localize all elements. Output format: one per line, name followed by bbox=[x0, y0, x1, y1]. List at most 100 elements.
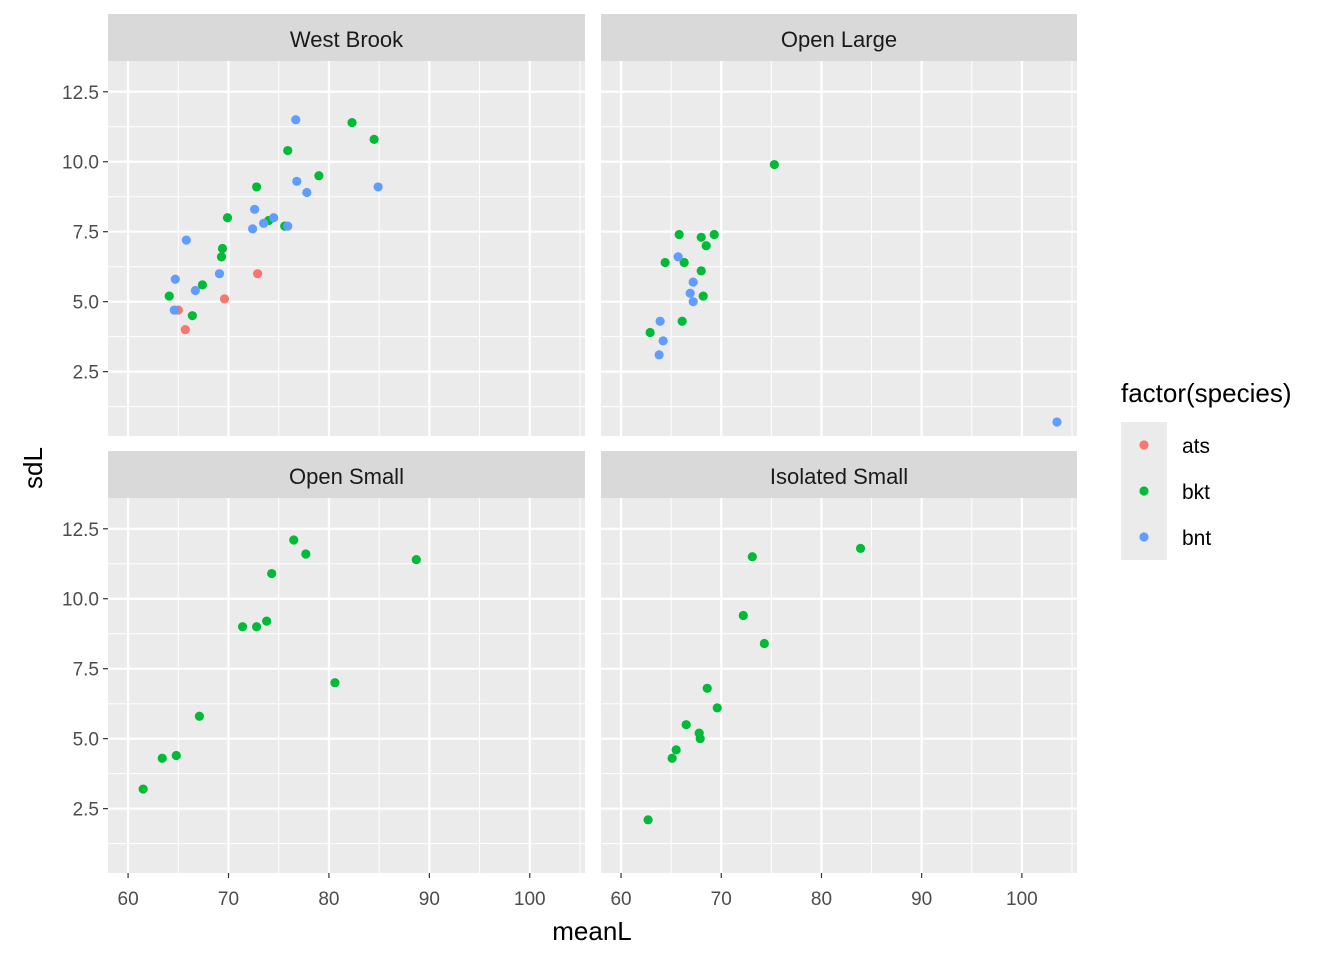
point-bkt bbox=[769, 159, 779, 170]
point-bnt bbox=[1052, 417, 1062, 427]
point-ats bbox=[253, 269, 263, 279]
point-bkt bbox=[138, 784, 148, 794]
point-bkt bbox=[314, 171, 324, 181]
strip-background bbox=[601, 14, 1077, 61]
point-bnt bbox=[292, 176, 302, 186]
point-bkt bbox=[171, 750, 181, 761]
point-bkt bbox=[369, 134, 379, 144]
legend-entries: ats bkt bnt bbox=[1139, 435, 1211, 550]
point-bkt bbox=[674, 229, 684, 240]
point-bnt bbox=[181, 235, 191, 245]
panel-west-brook: West Brook 2.5 5.0 7.5 10.0 12.5 bbox=[62, 14, 585, 436]
point-bkt bbox=[660, 257, 670, 268]
y-tick-label: 12.5 bbox=[62, 83, 99, 104]
x-axis-title: meanL bbox=[552, 916, 632, 946]
plot-background bbox=[601, 498, 1077, 873]
point-bkt bbox=[157, 753, 167, 763]
point-bkt bbox=[712, 703, 722, 713]
strip-background bbox=[601, 451, 1077, 498]
point-bnt bbox=[190, 285, 200, 296]
point-bkt bbox=[679, 257, 689, 268]
point-bkt bbox=[667, 753, 677, 763]
legend-key-bnt bbox=[1139, 532, 1149, 542]
point-bnt bbox=[291, 115, 301, 125]
point-bkt bbox=[301, 549, 311, 559]
x-tick-label: 100 bbox=[514, 889, 546, 910]
point-bnt bbox=[248, 224, 258, 234]
point-bnt bbox=[250, 204, 260, 214]
legend: factor(species) ats bkt bnt bbox=[1121, 378, 1292, 560]
legend-key-bkt bbox=[1139, 486, 1149, 496]
legend-label-bkt: bkt bbox=[1182, 481, 1210, 504]
point-bkt bbox=[671, 745, 681, 755]
point-bkt bbox=[164, 291, 174, 301]
x-tick-label: 80 bbox=[811, 889, 832, 910]
strip-background bbox=[108, 14, 585, 61]
point-bnt bbox=[269, 213, 279, 223]
point-bkt bbox=[702, 683, 712, 693]
point-bkt bbox=[217, 243, 228, 254]
x-tick-label: 90 bbox=[911, 889, 932, 910]
point-ats bbox=[219, 294, 230, 304]
point-bnt bbox=[685, 288, 695, 298]
point-bkt bbox=[216, 252, 227, 262]
panel-isolated-small: Isolated Small 60 70 80 90 100 bbox=[601, 451, 1077, 910]
point-bkt bbox=[709, 229, 719, 240]
point-bkt bbox=[759, 638, 769, 649]
point-bkt bbox=[696, 232, 706, 242]
x-tick-label: 80 bbox=[318, 889, 339, 910]
point-ats bbox=[180, 325, 190, 335]
panel-open-large: Open Large bbox=[601, 14, 1077, 436]
panel-open-small: Open Small 2.5 5.0 7.5 10.0 12.5 60 70 80 90 100 bbox=[62, 451, 585, 910]
point-bkt bbox=[738, 610, 748, 621]
legend-title: factor(species) bbox=[1121, 378, 1292, 408]
point-bkt bbox=[347, 117, 357, 128]
plot-background bbox=[108, 498, 585, 873]
x-tick-label: 70 bbox=[711, 889, 732, 910]
point-bkt bbox=[645, 327, 655, 338]
y-tick-label: 10.0 bbox=[62, 590, 99, 611]
point-bnt bbox=[654, 350, 664, 360]
point-bnt bbox=[673, 252, 683, 262]
strip-label: West Brook bbox=[290, 27, 404, 52]
legend-label-bnt: bnt bbox=[1182, 527, 1211, 550]
strip-label: Isolated Small bbox=[770, 464, 908, 489]
point-bkt bbox=[696, 266, 706, 276]
point-bkt bbox=[330, 678, 340, 688]
y-tick-label: 5.0 bbox=[73, 293, 99, 314]
point-bkt bbox=[283, 145, 293, 156]
point-bkt bbox=[197, 280, 207, 290]
legend-label-ats: ats bbox=[1182, 435, 1210, 458]
point-bkt bbox=[701, 241, 711, 251]
y-tick-label: 7.5 bbox=[73, 660, 99, 681]
point-bkt bbox=[643, 815, 653, 825]
y-tick-label: 2.5 bbox=[73, 800, 99, 821]
x-tick-label: 90 bbox=[419, 889, 440, 910]
legend-key-ats bbox=[1139, 440, 1149, 450]
point-bkt bbox=[187, 311, 197, 321]
point-bkt bbox=[289, 535, 299, 545]
x-tick-label: 60 bbox=[610, 889, 631, 910]
point-bkt bbox=[855, 543, 866, 553]
plot-background bbox=[108, 61, 585, 436]
y-axis-title: sdL bbox=[18, 447, 48, 489]
point-bkt bbox=[252, 182, 262, 192]
point-bkt bbox=[677, 316, 687, 326]
point-bnt bbox=[302, 187, 312, 198]
point-bkt bbox=[252, 622, 262, 632]
point-bkt bbox=[747, 552, 757, 562]
y-tick-label: 10.0 bbox=[62, 153, 99, 174]
point-bnt bbox=[688, 277, 698, 287]
y-tick-label: 5.0 bbox=[73, 730, 99, 751]
y-tick-label: 12.5 bbox=[62, 520, 99, 541]
plot-background bbox=[601, 61, 1077, 436]
point-bkt bbox=[411, 554, 421, 565]
point-bnt bbox=[373, 182, 383, 192]
y-tick-label: 7.5 bbox=[73, 223, 99, 244]
point-bkt bbox=[681, 720, 691, 730]
point-bnt bbox=[658, 336, 668, 346]
point-bnt bbox=[688, 297, 698, 307]
strip-label: Open Small bbox=[289, 464, 404, 489]
x-tick-label: 100 bbox=[1006, 889, 1038, 910]
